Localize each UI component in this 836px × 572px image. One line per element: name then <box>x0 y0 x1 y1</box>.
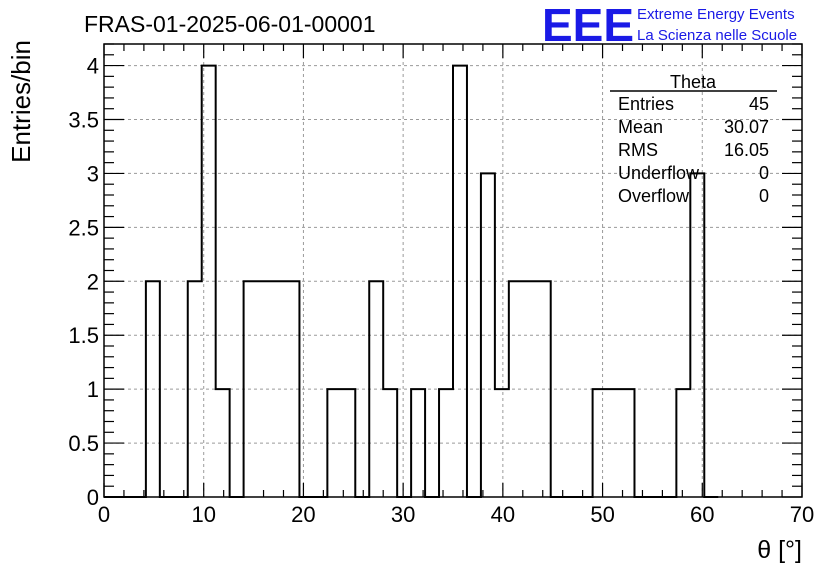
stats-row-label: RMS <box>618 140 658 160</box>
y-tick-label: 3 <box>87 161 99 186</box>
logo-line-1: Extreme Energy Events <box>637 6 795 23</box>
x-tick-label: 50 <box>590 502 614 527</box>
y-tick-labels: 0 0.5 1 1.5 2 2.5 3 3.5 4 <box>68 54 99 510</box>
x-tick-label: 40 <box>491 502 515 527</box>
y-axis-label: Entries/bin <box>6 40 36 163</box>
stats-row-value: 16.05 <box>724 140 769 160</box>
stats-row-value: 45 <box>749 94 769 114</box>
x-axis-label: θ [°] <box>757 536 802 564</box>
stats-row-label: Underflow <box>618 163 700 183</box>
eee-logo: EEE Extreme Energy Events La Scienza nel… <box>542 0 797 51</box>
axis-ticks <box>103 43 803 498</box>
stats-title: Theta <box>670 72 717 92</box>
x-tick-label: 30 <box>391 502 415 527</box>
y-tick-label: 1 <box>87 377 99 402</box>
stats-box: Theta Entries 45 Mean 30.07 RMS 16.05 Underflo… <box>610 72 777 206</box>
stats-row-value: 30.07 <box>724 117 769 137</box>
y-tick-label: 2.5 <box>68 215 99 240</box>
x-tick-label: 70 <box>790 502 814 527</box>
x-tick-label: 0 <box>98 502 110 527</box>
y-tick-label: 0.5 <box>68 431 99 456</box>
x-tick-label: 10 <box>191 502 215 527</box>
histogram-outline <box>104 64 719 498</box>
y-tick-label: 2 <box>87 269 99 294</box>
y-tick-label: 0 <box>87 485 99 510</box>
stats-row-label: Overflow <box>618 186 690 206</box>
x-tick-label: 60 <box>690 502 714 527</box>
y-tick-label: 1.5 <box>68 323 99 348</box>
y-tick-label: 3.5 <box>68 108 99 133</box>
logo-mark: EEE <box>542 0 634 51</box>
stats-rows: Entries 45 Mean 30.07 RMS 16.05 Underflow 0 Over… <box>618 94 769 206</box>
y-tick-label: 4 <box>87 54 99 79</box>
chart-title: FRAS-01-2025-06-01-00001 <box>84 11 376 37</box>
x-tick-label: 20 <box>291 502 315 527</box>
logo-line-2: La Scienza nelle Scuole <box>637 27 797 44</box>
x-tick-labels: 0 10 20 30 40 50 60 70 <box>98 502 814 527</box>
stats-row-value: 0 <box>759 186 769 206</box>
stats-row-label: Entries <box>618 94 674 114</box>
stats-row-value: 0 <box>759 163 769 183</box>
stats-row-label: Mean <box>618 117 663 137</box>
